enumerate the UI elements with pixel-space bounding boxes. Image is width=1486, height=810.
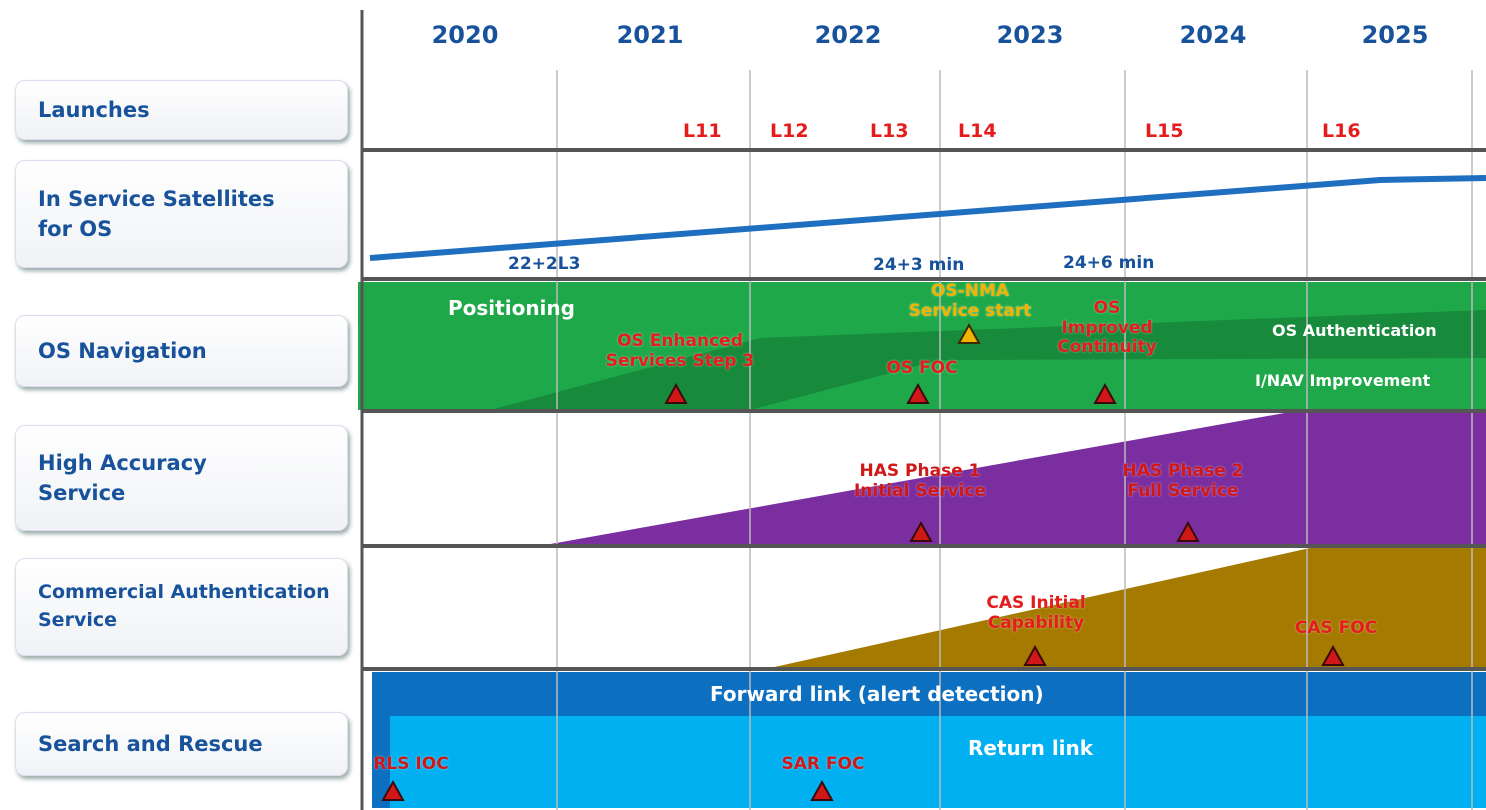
milestone: OS-NMA Service start — [908, 281, 1032, 321]
band-label: Positioning — [448, 296, 575, 320]
year-label: 2020 — [431, 21, 499, 49]
row-text: OS Navigation — [38, 338, 207, 363]
satellite-label: 24+6 min — [1063, 253, 1155, 273]
milestone-line: RLS IOC — [373, 754, 449, 774]
row-label: Launches — [15, 80, 348, 140]
row-label: OS Navigation — [15, 315, 348, 387]
launch-label: L12 — [770, 120, 809, 142]
band-label: I/NAV Improvement — [1255, 371, 1431, 390]
launch-label: L13 — [870, 120, 909, 142]
year-label: 2025 — [1361, 21, 1429, 49]
milestone-line: Service start — [908, 300, 1032, 321]
milestone-line: HAS Phase 1 — [859, 461, 981, 481]
milestone: CAS FOC — [1294, 618, 1378, 639]
milestone-line: SAR FOC — [781, 754, 865, 774]
row-label: Commercial Authentication Service — [15, 558, 348, 656]
band-label: Return link — [968, 736, 1094, 760]
band-label: OS Authentication — [1272, 321, 1437, 340]
nma-marker — [957, 322, 981, 344]
milestone-line: CAS FOC — [1294, 618, 1378, 638]
satellite-label: 24+3 min — [873, 255, 965, 275]
row-label: In Service Satellites for OS — [15, 160, 348, 268]
milestone-line: HAS Phase 2 — [1122, 461, 1244, 481]
milestone-line: Services Step 3 — [605, 350, 755, 371]
launch-label: L14 — [958, 120, 997, 142]
milestone-line: Continuity — [1057, 337, 1157, 358]
year-label: 2022 — [814, 21, 882, 49]
year-label: 2021 — [616, 21, 684, 49]
launch-label: L11 — [683, 120, 722, 142]
row-text: In Service Satellites for OS — [38, 186, 275, 241]
launch-label: L16 — [1322, 120, 1361, 142]
launch-label: L15 — [1145, 120, 1184, 142]
year-label: 2024 — [1179, 21, 1247, 49]
row-text: Search and Rescue — [38, 731, 263, 756]
row-lines — [362, 148, 1486, 671]
satellite-line — [369, 175, 1486, 261]
milestone: OS Enhanced Services Step 3 — [605, 331, 755, 371]
milestone-line: OS FOC — [886, 358, 958, 378]
milestone: OS FOC — [886, 358, 958, 379]
row-text: Commercial Authentication Service — [38, 581, 330, 631]
milestone-line: CAS Initial — [986, 593, 1086, 613]
cas-area — [770, 548, 1486, 668]
milestone: OS Improved Continuity — [1057, 298, 1157, 358]
milestone-markers — [381, 382, 1345, 801]
has-area — [545, 412, 1486, 545]
return-edge — [372, 716, 390, 808]
milestone: HAS Phase 1 Initial Service — [853, 461, 987, 501]
milestone-line: Full Service — [1127, 480, 1239, 501]
milestone-line: Initial Service — [853, 480, 987, 501]
milestone: RLS IOC — [373, 754, 449, 775]
milestone: SAR FOC — [781, 754, 865, 775]
satellite-label: 22+2L3 — [508, 254, 581, 274]
row-text: High Accuracy Service — [38, 450, 207, 505]
row-label: Search and Rescue — [15, 712, 348, 776]
milestone-line: OS-NMA — [930, 281, 1010, 301]
return-band — [390, 716, 1486, 808]
row-text: Launches — [38, 97, 150, 122]
milestone-line: Capability — [987, 612, 1085, 633]
year-label: 2023 — [996, 21, 1064, 49]
milestone: CAS Initial Capability — [986, 593, 1086, 633]
year-lines — [556, 70, 1473, 810]
milestone: HAS Phase 2 Full Service — [1122, 461, 1244, 501]
milestone-line: OS Enhanced — [617, 331, 743, 351]
milestone-line: OS — [1093, 298, 1121, 318]
band-label: Forward link (alert detection) — [710, 682, 1044, 706]
os-mid — [750, 358, 1486, 410]
milestone-line: Improved — [1061, 317, 1153, 338]
row-label: High Accuracy Service — [15, 425, 348, 531]
